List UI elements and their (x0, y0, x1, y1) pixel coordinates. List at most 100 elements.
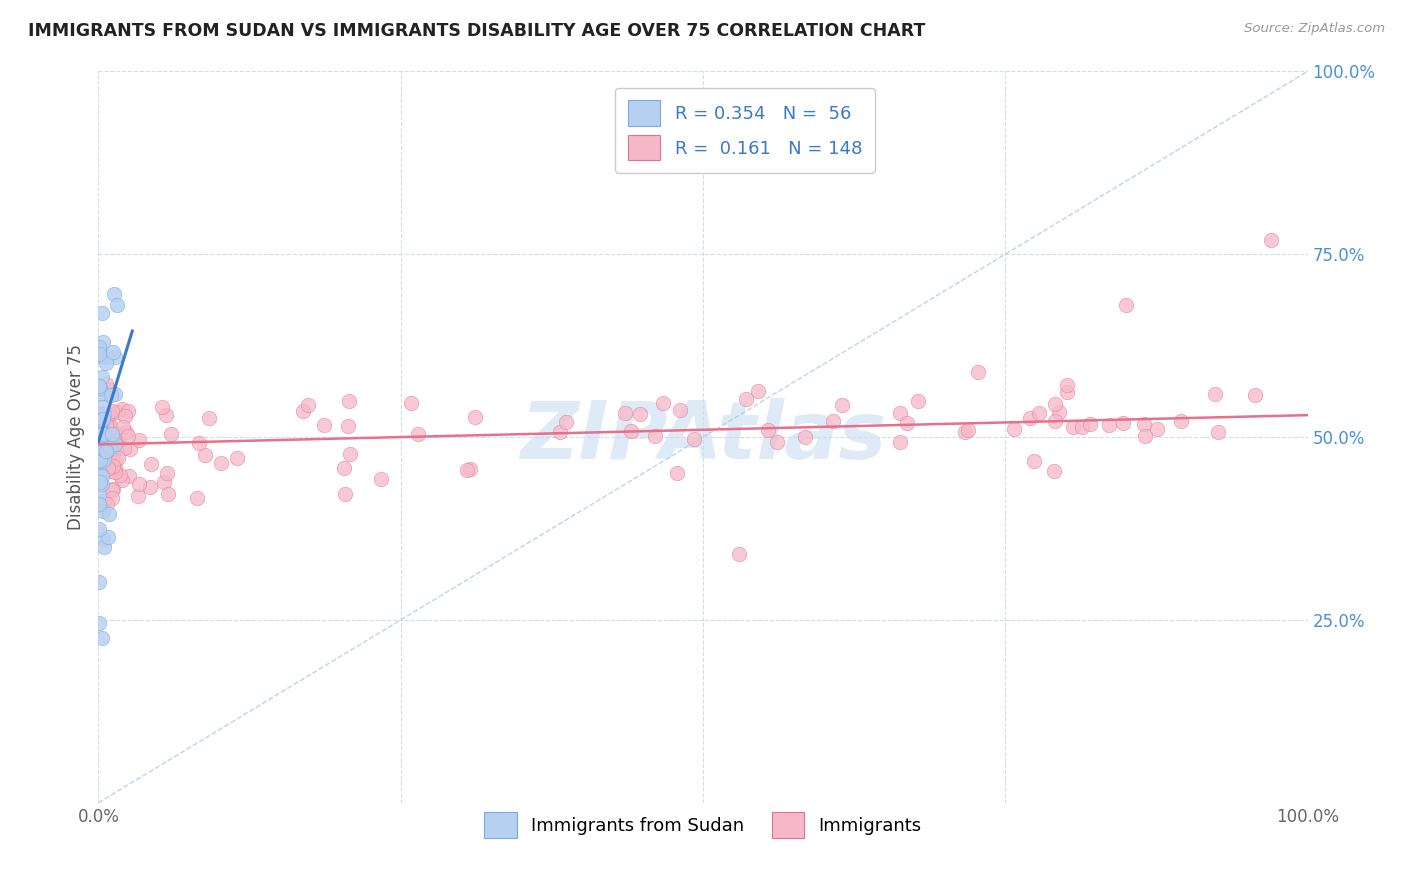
Point (96, 417, 118, 431)
Point (1002, 422, 1025, 436)
Point (96, 350, 118, 364)
Text: ZIPAtlas: ZIPAtlas (520, 398, 886, 476)
Point (464, 409, 486, 424)
Point (889, 434, 911, 449)
Point (89, 387, 111, 401)
Point (93, 407, 115, 421)
Point (91, 334, 114, 349)
Point (297, 398, 319, 412)
Point (101, 482, 124, 496)
Point (96, 376, 118, 391)
Point (91, 408, 114, 422)
Point (91, 433, 114, 447)
Point (291, 404, 314, 418)
Point (93, 425, 115, 440)
Point (337, 393, 360, 408)
Point (91, 533, 114, 547)
Point (90, 413, 112, 427)
Point (98, 441, 121, 455)
Point (94, 387, 117, 401)
Point (1056, 385, 1078, 400)
Point (156, 466, 179, 480)
Point (91, 370, 114, 384)
Point (399, 396, 422, 410)
Point (90, 406, 112, 420)
Point (1206, 425, 1229, 440)
Point (90, 441, 112, 455)
Point (103, 460, 125, 475)
Point (1098, 418, 1121, 433)
Point (728, 547, 751, 561)
Point (128, 476, 150, 491)
Legend: Immigrants from Sudan, Immigrants: Immigrants from Sudan, Immigrants (477, 805, 929, 845)
Point (1043, 397, 1066, 411)
Point (128, 433, 150, 447)
Point (89, 498, 111, 512)
Point (406, 426, 429, 441)
Point (628, 407, 651, 421)
Point (225, 451, 247, 466)
Point (89, 432, 111, 446)
Point (94, 355, 117, 369)
Point (104, 351, 127, 365)
Point (91, 504, 114, 518)
Point (91, 410, 114, 425)
Point (87, 488, 110, 502)
Point (94, 443, 117, 458)
Point (98, 458, 121, 472)
Point (1133, 429, 1156, 443)
Point (139, 457, 162, 471)
Point (97, 447, 120, 461)
Point (89, 452, 111, 467)
Point (110, 468, 132, 483)
Point (96, 497, 118, 511)
Point (1204, 386, 1226, 401)
Point (127, 489, 149, 503)
Point (104, 465, 127, 479)
Point (93, 442, 115, 457)
Point (186, 491, 208, 505)
Point (120, 442, 142, 457)
Point (620, 424, 643, 438)
Point (91, 401, 114, 415)
Point (91, 427, 114, 442)
Point (105, 298, 128, 312)
Point (91, 412, 114, 426)
Point (103, 437, 125, 451)
Point (554, 415, 576, 429)
Point (101, 440, 124, 454)
Point (91, 306, 114, 320)
Point (90, 469, 112, 483)
Point (93, 540, 115, 554)
Point (155, 408, 177, 422)
Point (101, 437, 124, 451)
Point (89, 475, 111, 489)
Point (87, 343, 110, 357)
Point (105, 405, 128, 419)
Point (831, 398, 853, 412)
Point (101, 404, 124, 418)
Point (1170, 414, 1192, 428)
Text: Source: ZipAtlas.com: Source: ZipAtlas.com (1244, 22, 1385, 36)
Point (1080, 417, 1102, 431)
Point (93, 451, 115, 466)
Point (198, 410, 221, 425)
Point (97, 530, 120, 544)
Point (1062, 419, 1084, 434)
Point (96, 429, 118, 443)
Point (665, 466, 688, 480)
Point (339, 447, 361, 461)
Point (89, 522, 111, 536)
Point (111, 473, 134, 487)
Point (104, 387, 127, 401)
Point (97, 441, 120, 455)
Point (1244, 388, 1267, 402)
Point (100, 388, 122, 402)
Point (160, 426, 183, 441)
Point (107, 434, 129, 449)
Point (90, 468, 112, 483)
Point (117, 428, 139, 442)
Point (889, 406, 911, 420)
Point (651, 396, 673, 410)
Point (314, 417, 336, 432)
